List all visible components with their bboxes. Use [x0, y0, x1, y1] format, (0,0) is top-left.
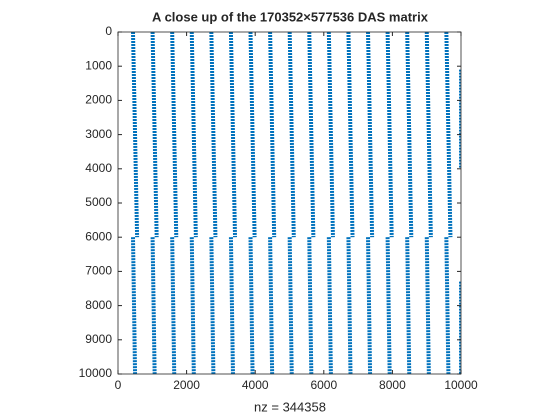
y-tick-label: 9000	[85, 332, 112, 346]
y-tick-label: 7000	[85, 264, 112, 278]
nonzero-stripe	[366, 32, 375, 374]
x-tick-label: 10000	[444, 378, 478, 392]
plot-marks	[130, 32, 461, 374]
nonzero-stripe	[405, 32, 414, 374]
x-tick-label: 0	[115, 378, 122, 392]
y-tick-label: 8000	[85, 298, 112, 312]
y-tick-label: 6000	[85, 229, 112, 243]
y-tick-label: 5000	[85, 195, 112, 209]
y-tick-label: 1000	[85, 58, 112, 72]
nonzero-stripe	[307, 32, 316, 374]
axes: 0 2000 4000 6000 8000 10000010002000300040005…	[79, 24, 478, 392]
nonzero-stripe	[385, 32, 394, 374]
x-tick-label: 4000	[242, 378, 269, 392]
nonzero-stripe	[228, 32, 238, 374]
y-tick-label: 10000	[79, 366, 113, 380]
nonzero-stripe	[189, 32, 198, 374]
x-tick-label: 2000	[173, 378, 200, 392]
nonzero-stripe	[424, 32, 433, 374]
y-tick-label: 0	[105, 24, 112, 38]
x-tick-label: 6000	[310, 378, 337, 392]
y-tick-label: 2000	[85, 93, 112, 107]
y-tick-label: 3000	[85, 127, 112, 141]
nonzero-stripe	[287, 32, 296, 374]
y-tick-label: 4000	[85, 161, 112, 175]
x-tick-label: 8000	[379, 378, 406, 392]
nonzero-stripe	[130, 32, 140, 374]
nonzero-stripe	[326, 32, 335, 374]
nonzero-stripe	[444, 32, 453, 374]
nonzero-stripe	[268, 32, 277, 374]
nonzero-stripe	[170, 32, 179, 374]
nonzero-stripe	[248, 32, 257, 374]
nonzero-stripe	[346, 32, 355, 374]
nonzero-stripe	[150, 32, 159, 374]
nonzero-stripe	[209, 32, 218, 374]
chart-title: A close up of the 170352×577536 DAS matr…	[152, 9, 429, 24]
x-axis-label: nz = 344358	[254, 399, 326, 414]
